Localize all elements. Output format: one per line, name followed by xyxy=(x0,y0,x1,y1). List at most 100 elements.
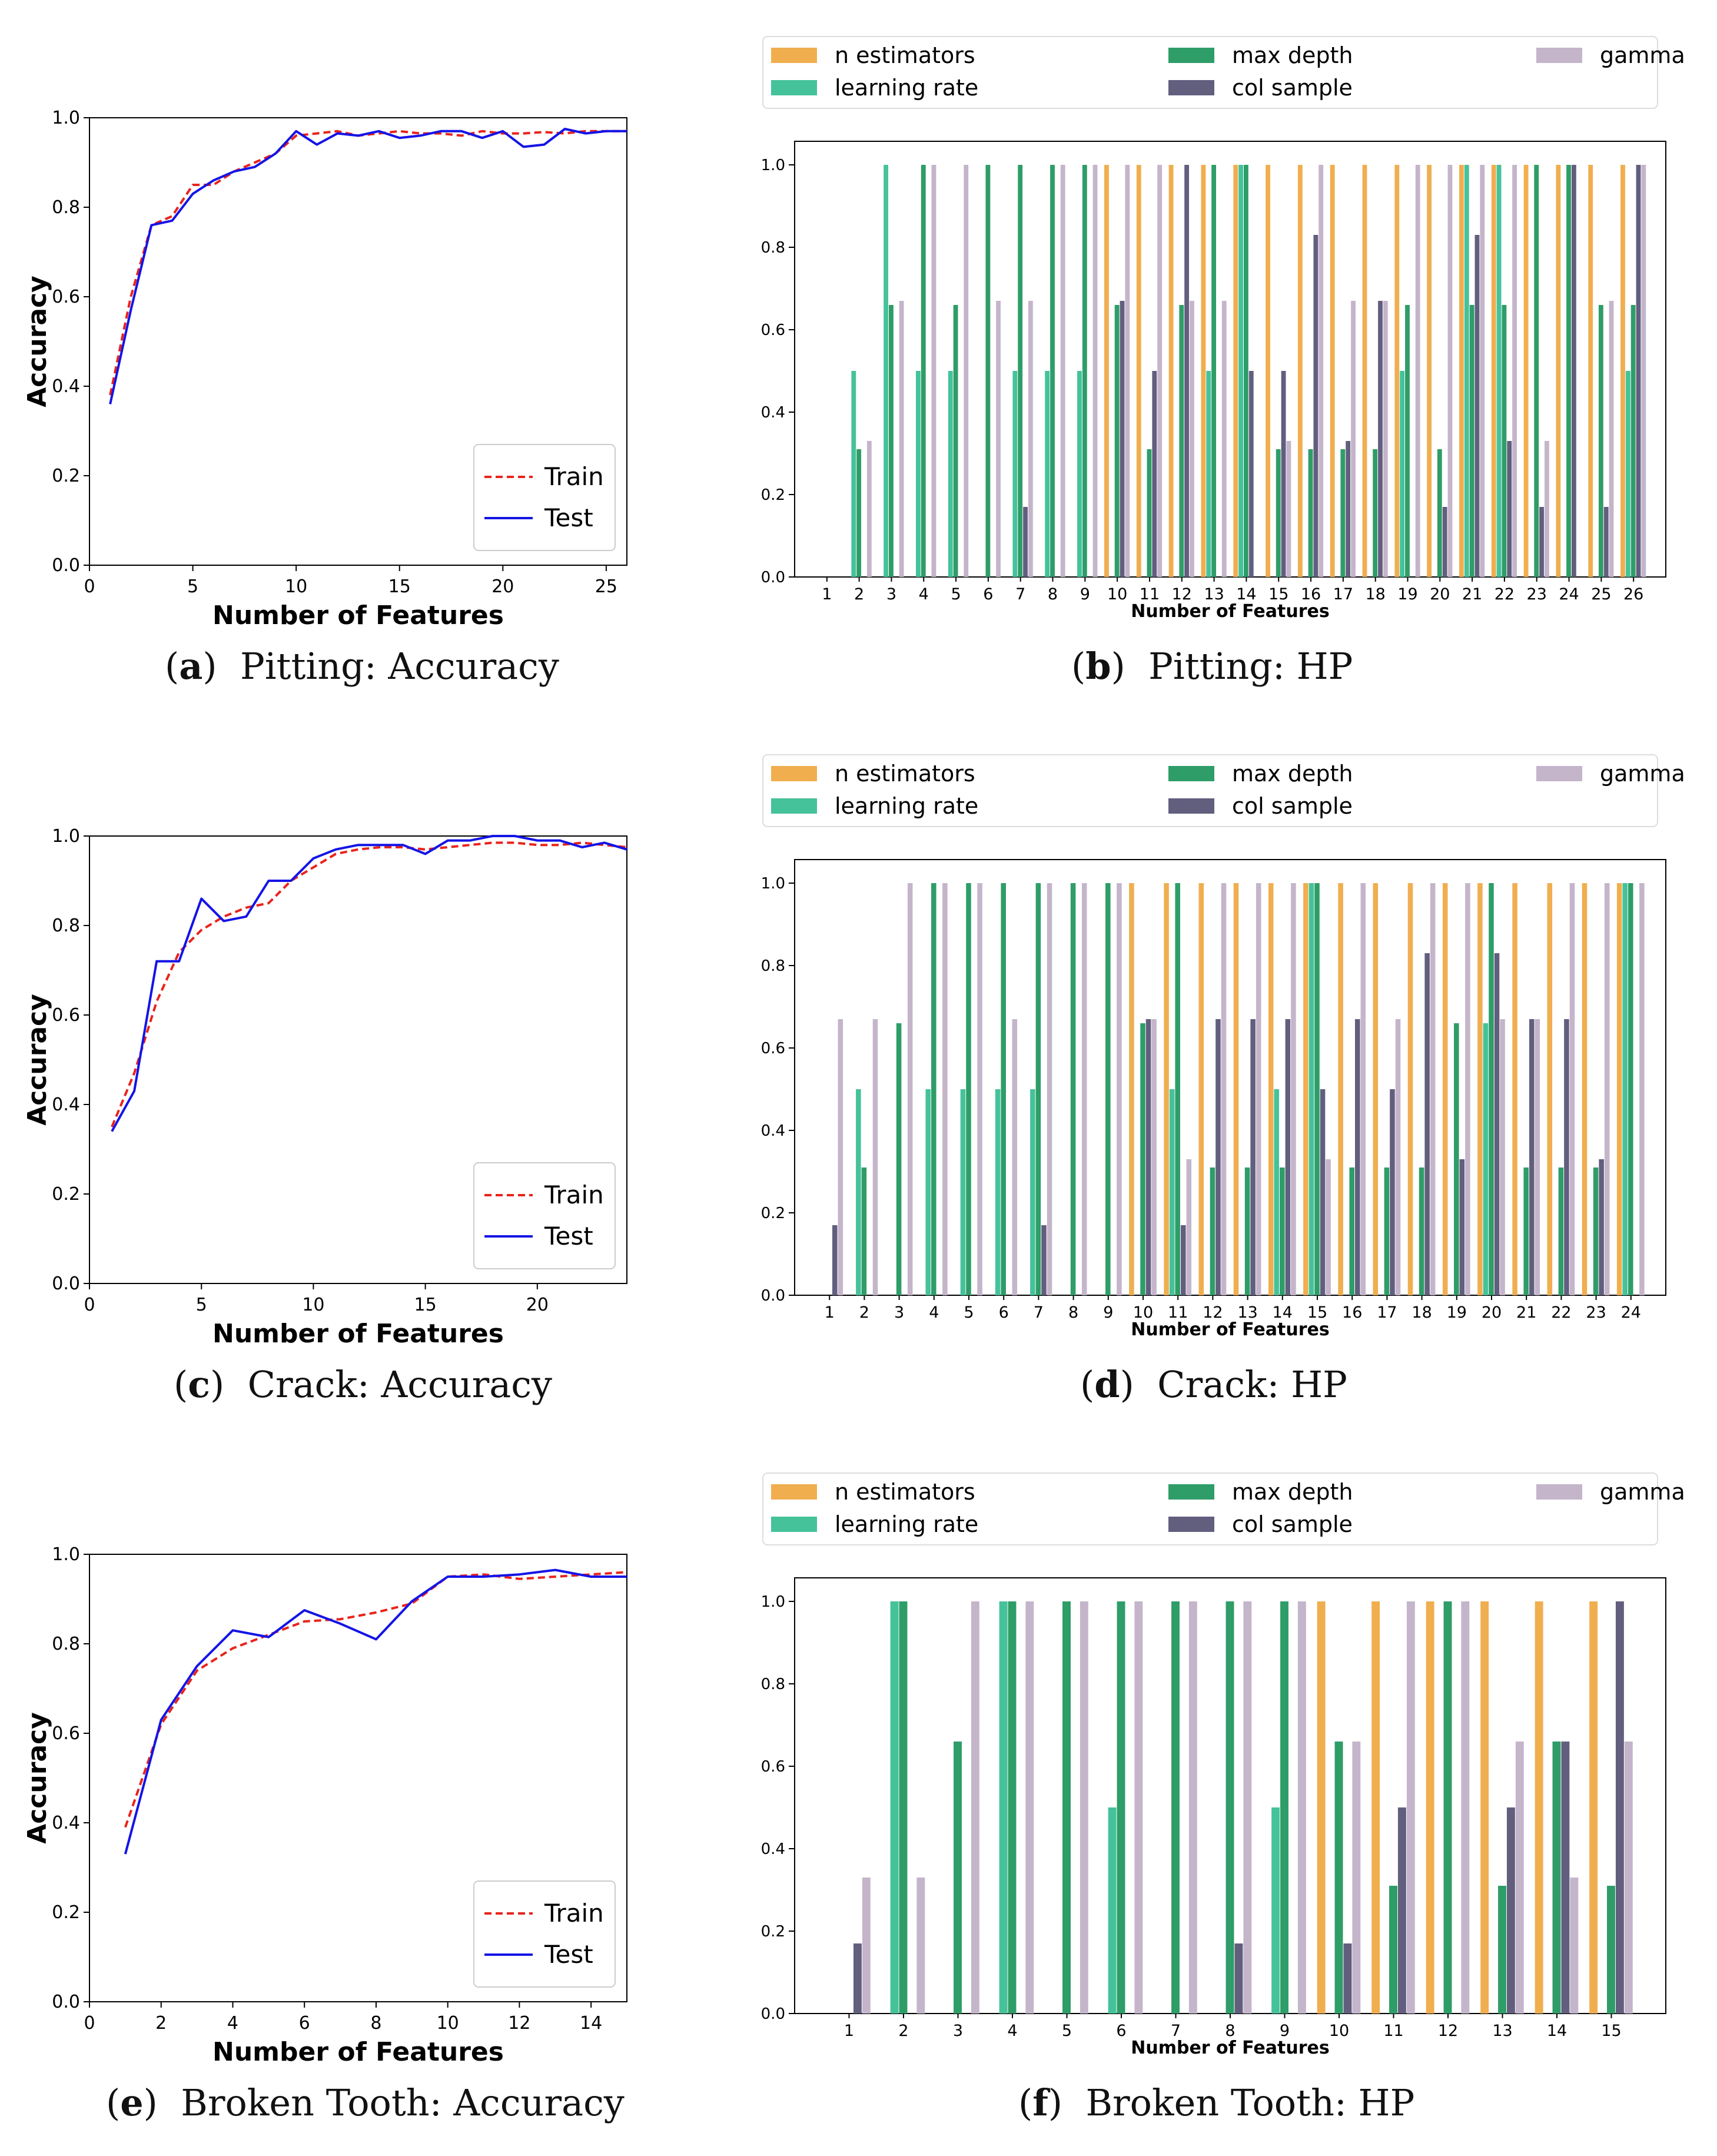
bar-col-sample xyxy=(1120,301,1125,577)
y-tick-label: 0.6 xyxy=(52,1723,80,1744)
bar-max-depth xyxy=(1276,449,1281,577)
x-axis-label: Number of Features xyxy=(1131,1319,1329,1340)
bar-max-depth xyxy=(1082,165,1087,577)
x-tick-label: 15 xyxy=(1307,1303,1327,1322)
legend-swatch xyxy=(1536,48,1582,63)
bar-learning-rate xyxy=(1625,371,1630,577)
bar-col-sample xyxy=(1378,301,1383,577)
plot-frame xyxy=(89,117,627,566)
x-tick-label: 6 xyxy=(983,585,993,603)
bar-n-estimators xyxy=(1426,1601,1434,2014)
x-tick-label: 11 xyxy=(1383,2022,1403,2040)
bar-learning-rate xyxy=(1077,371,1082,577)
panel-b: 0.0 0.2 0.4 0.6 0.8 1.0 1 2 3 4 5 6 7 8 9 10 11 12 13 14 15 1… xyxy=(724,24,1717,706)
bar-learning-rate xyxy=(1274,1089,1280,1295)
x-tick-label: 20 xyxy=(1482,1303,1502,1322)
y-tick-label: 0.4 xyxy=(761,1122,785,1140)
bar-gamma xyxy=(1447,165,1453,577)
y-tick-label: 1.0 xyxy=(761,875,785,893)
bar-max-depth xyxy=(1607,1886,1615,2014)
chart-pitting-hp: 0.00.20.40.60.81.01 2 3 4 5 6 7 8 9 10 11 12 13 14 15 1… xyxy=(761,36,1685,622)
bar-max-depth xyxy=(1308,449,1313,577)
bar-gamma xyxy=(1157,165,1163,577)
bar-gamma xyxy=(1326,1159,1331,1295)
y-tick-label: 1.0 xyxy=(52,108,80,128)
x-tick-label: 10 xyxy=(302,1295,324,1315)
bar-gamma xyxy=(1221,883,1227,1295)
x-tick-label: 17 xyxy=(1333,585,1353,603)
x-tick-label: 22 xyxy=(1551,1303,1571,1322)
bar-learning-rate xyxy=(948,371,953,577)
bar-gamma xyxy=(1025,1601,1034,2014)
legend-label: gamma xyxy=(1600,1479,1685,1505)
bar-max-depth xyxy=(1437,449,1442,577)
x-tick-label: 2 xyxy=(854,585,864,603)
legend-label: n estimators xyxy=(835,1479,975,1505)
bar-gamma xyxy=(1092,165,1098,577)
y-tick-label: 0.2 xyxy=(761,1923,785,1941)
legend-label: max depth xyxy=(1232,761,1353,787)
bar-gamma xyxy=(1188,1601,1197,2014)
bar-col-sample xyxy=(832,1225,838,1295)
y-tick-label: 1.0 xyxy=(761,157,785,174)
bar-col-sample xyxy=(1145,1019,1151,1295)
x-tick-label: 12 xyxy=(1203,1303,1223,1322)
bar-learning-rate xyxy=(851,371,856,577)
bar-n-estimators xyxy=(1407,883,1413,1295)
bar-n-estimators xyxy=(1297,165,1303,577)
legend-swatch xyxy=(1168,48,1214,63)
bar-n-estimators xyxy=(1427,165,1432,577)
bar-max-depth xyxy=(1593,1167,1599,1295)
y-tick-label: 0.0 xyxy=(52,555,80,576)
x-tick-label: 13 xyxy=(1237,1303,1257,1322)
legend-label: col sample xyxy=(1232,1511,1353,1537)
series-line-test xyxy=(124,1568,627,1855)
bar-n-estimators xyxy=(1362,165,1367,577)
bar-gamma xyxy=(1221,301,1227,577)
bar-col-sample xyxy=(1603,507,1609,577)
legend-label: Train xyxy=(544,1899,604,1928)
x-tick-label: 18 xyxy=(1412,1303,1432,1322)
bar-learning-rate xyxy=(1622,883,1628,1295)
bar-n-estimators xyxy=(1371,1601,1380,2014)
bar-max-depth xyxy=(1630,305,1636,577)
bar-max-depth xyxy=(1349,1167,1354,1295)
bar-max-depth xyxy=(1105,883,1111,1295)
bar-col-sample xyxy=(1494,953,1500,1295)
x-tick-label: 3 xyxy=(886,585,896,603)
bar-gamma xyxy=(1351,301,1356,577)
bar-gamma xyxy=(1570,1878,1579,2014)
bar-max-depth xyxy=(1140,1023,1145,1295)
x-tick-label: 5 xyxy=(187,576,198,597)
bar-gamma xyxy=(1624,1742,1633,2014)
bar-n-estimators xyxy=(1233,165,1238,577)
bar-max-depth xyxy=(1001,883,1006,1295)
y-axis-label: Accuracy xyxy=(22,276,52,407)
bar-learning-rate xyxy=(915,371,921,577)
bar-max-depth xyxy=(1179,305,1184,577)
x-tick-label: 16 xyxy=(1301,585,1321,603)
series-line-test xyxy=(109,128,627,404)
bar-max-depth xyxy=(966,883,971,1295)
bar-col-sample xyxy=(1615,1601,1624,2014)
y-tick-label: 0.2 xyxy=(52,1902,80,1923)
x-tick-label: 23 xyxy=(1586,1303,1606,1322)
x-tick-label: 13 xyxy=(1204,585,1224,603)
bar-gamma xyxy=(1134,1601,1143,2014)
bar-col-sample xyxy=(1561,1742,1570,2014)
bar-col-sample xyxy=(1424,953,1430,1295)
x-tick-label: 24 xyxy=(1621,1303,1641,1322)
bar-gamma xyxy=(838,1019,843,1295)
bar-gamma xyxy=(1081,883,1087,1295)
bar-col-sample xyxy=(1506,1807,1515,2014)
bar-gamma xyxy=(1604,883,1610,1295)
bar-learning-rate xyxy=(1030,1089,1035,1295)
x-tick-label: 14 xyxy=(580,2013,602,2034)
bar-learning-rate xyxy=(884,165,889,577)
bar-gamma xyxy=(1430,883,1436,1295)
legend-swatch xyxy=(1168,1517,1214,1532)
bar-n-estimators xyxy=(1616,883,1622,1295)
legend-swatch xyxy=(1536,1484,1582,1500)
y-tick-label: 0.0 xyxy=(761,569,785,586)
bar-gamma xyxy=(1080,1601,1088,2014)
